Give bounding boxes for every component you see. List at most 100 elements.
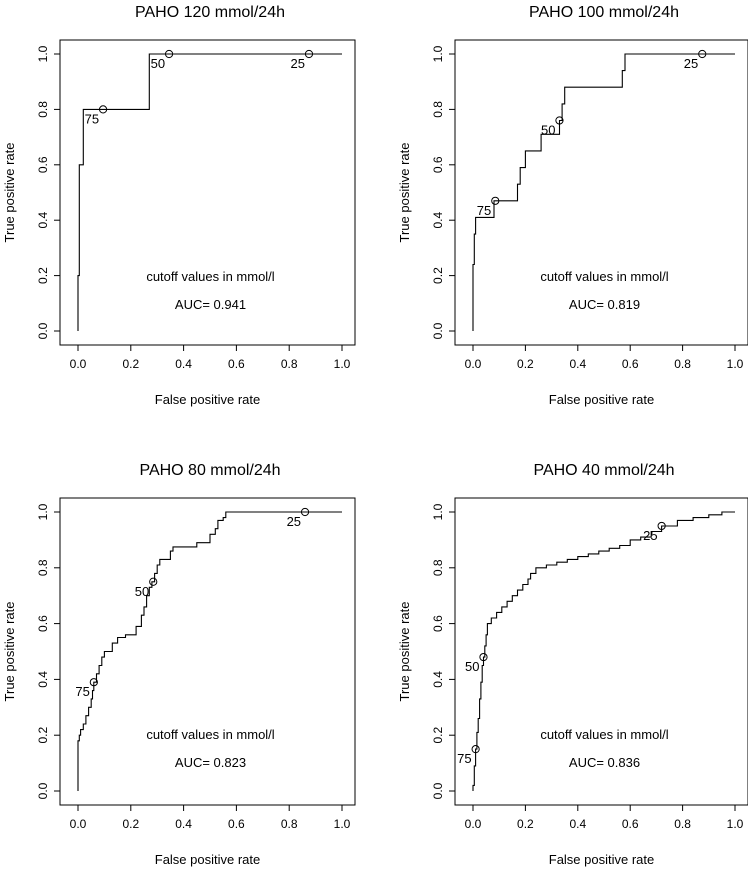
y-tick-label: 0.8 — [36, 101, 50, 118]
cutoff-label: 25 — [287, 514, 301, 529]
y-tick-label: 0.4 — [431, 212, 445, 229]
auc-label: AUC= 0.823 — [175, 755, 246, 770]
x-tick-label: 0.8 — [674, 357, 691, 371]
cutoff-label: 25 — [291, 56, 305, 71]
x-tick-label: 1.0 — [727, 817, 744, 831]
y-tick-label: 0.8 — [431, 101, 445, 118]
x-tick-label: 0.6 — [622, 817, 639, 831]
auc-label: AUC= 0.836 — [569, 755, 640, 770]
y-tick-label: 1.0 — [36, 503, 50, 520]
x-tick-label: 0.6 — [622, 357, 639, 371]
roc-panel-2: PAHO 100 mmol/24h 0.0 0.2 0.4 0.6 0.8 1.0 0.0 0.… — [397, 4, 748, 407]
x-tick-label: 0.0 — [70, 357, 87, 371]
y-tick-label: 0.2 — [36, 727, 50, 744]
cutoff-marker — [555, 116, 564, 125]
y-tick-label: 0.2 — [36, 267, 50, 284]
plot-frame — [59, 39, 356, 346]
cutoff-label: 50 — [541, 122, 555, 137]
x-tick-label: 0.4 — [175, 817, 192, 831]
x-tick-label: 0.8 — [674, 817, 691, 831]
cutoff-marker — [164, 49, 174, 59]
y-tick-label: 0.4 — [36, 212, 50, 229]
x-tick-label: 0.2 — [122, 817, 139, 831]
cutoff-label: 50 — [151, 56, 165, 71]
cutoff-note: cutoff values in mmol/l — [146, 269, 274, 284]
y-tick-label: 0.2 — [431, 267, 445, 284]
y-axis-label: True positive rate — [397, 143, 412, 243]
cutoff-marker — [698, 49, 707, 59]
y-tick-label: 0.4 — [36, 671, 50, 688]
chart-title: PAHO 40 mmol/24h — [533, 462, 674, 479]
x-tick-label: 0.2 — [517, 357, 534, 371]
y-axis-label: True positive rate — [397, 602, 412, 702]
y-tick-label: 0.2 — [431, 727, 445, 744]
chart-title: PAHO 80 mmol/24h — [139, 462, 280, 479]
plot-frame — [454, 497, 748, 806]
y-tick-label: 0.6 — [431, 156, 445, 173]
x-tick-label: 0.2 — [122, 357, 139, 371]
y-axis-label: True positive rate — [2, 602, 17, 702]
roc-panel-3: PAHO 80 mmol/24h 0.0 0.2 0.4 0.6 0.8 1.0 0.0 0.2… — [2, 462, 356, 867]
x-tick-label: 0.0 — [465, 817, 482, 831]
x-axis-label: False positive rate — [549, 392, 655, 407]
y-tick-label: 1.0 — [36, 45, 50, 62]
cutoff-marker — [304, 49, 314, 59]
cutoff-note: cutoff values in mmol/l — [540, 727, 668, 742]
plot-frame — [454, 39, 748, 346]
x-axis-label: False positive rate — [549, 852, 655, 867]
cutoff-note: cutoff values in mmol/l — [540, 269, 668, 284]
plot-frame — [59, 497, 356, 806]
x-axis-label: False positive rate — [155, 852, 261, 867]
y-tick-label: 1.0 — [431, 45, 445, 62]
cutoff-label: 75 — [457, 751, 471, 766]
x-tick-label: 0.2 — [517, 817, 534, 831]
roc-curve — [77, 53, 342, 331]
cutoff-marker — [479, 652, 488, 662]
x-tick-label: 0.0 — [70, 817, 87, 831]
auc-label: AUC= 0.941 — [175, 297, 246, 312]
y-tick-label: 0.0 — [431, 322, 445, 339]
x-tick-label: 0.0 — [465, 357, 482, 371]
x-tick-label: 0.8 — [281, 817, 298, 831]
cutoff-marker — [471, 745, 480, 754]
y-tick-label: 0.6 — [36, 156, 50, 173]
y-tick-label: 0.0 — [36, 782, 50, 799]
cutoff-label: 25 — [684, 56, 698, 71]
x-tick-label: 0.4 — [569, 817, 586, 831]
y-tick-label: 0.6 — [431, 615, 445, 632]
x-tick-label: 1.0 — [334, 817, 351, 831]
y-tick-label: 1.0 — [431, 503, 445, 520]
y-tick-label: 0.4 — [431, 671, 445, 688]
cutoff-marker — [149, 577, 158, 586]
y-tick-label: 0.0 — [431, 782, 445, 799]
x-tick-label: 1.0 — [727, 357, 744, 371]
chart-title: PAHO 120 mmol/24h — [135, 4, 285, 21]
y-tick-label: 0.8 — [431, 559, 445, 576]
roc-panel-4: PAHO 40 mmol/24h 0.0 0.2 0.4 0.6 0.8 1.0 0.0 0.2… — [397, 462, 748, 867]
auc-label: AUC= 0.819 — [569, 297, 640, 312]
x-tick-label: 0.8 — [281, 357, 298, 371]
cutoff-label: 75 — [75, 684, 89, 699]
cutoff-label: 75 — [477, 203, 491, 218]
roc-panel-1: PAHO 120 mmol/24h 0.0 0.2 0.4 0.6 0.8 1.0 0.0 0.… — [2, 4, 356, 407]
roc-curve — [472, 511, 735, 791]
x-tick-label: 0.4 — [175, 357, 192, 371]
roc-curve — [77, 511, 342, 791]
roc-curve — [472, 53, 735, 331]
y-tick-label: 0.6 — [36, 615, 50, 632]
x-tick-label: 0.6 — [228, 817, 245, 831]
x-tick-label: 1.0 — [334, 357, 351, 371]
cutoff-marker — [89, 678, 98, 687]
cutoff-label: 75 — [85, 111, 99, 126]
cutoff-label: 50 — [465, 659, 479, 674]
cutoff-marker — [300, 507, 310, 517]
cutoff-label: 50 — [135, 584, 149, 599]
cutoff-label: 25 — [643, 528, 657, 543]
y-tick-label: 0.8 — [36, 559, 50, 576]
y-tick-label: 0.0 — [36, 322, 50, 339]
cutoff-marker — [491, 196, 500, 205]
x-axis-label: False positive rate — [155, 392, 261, 407]
x-tick-label: 0.4 — [569, 357, 586, 371]
cutoff-marker — [657, 521, 666, 531]
